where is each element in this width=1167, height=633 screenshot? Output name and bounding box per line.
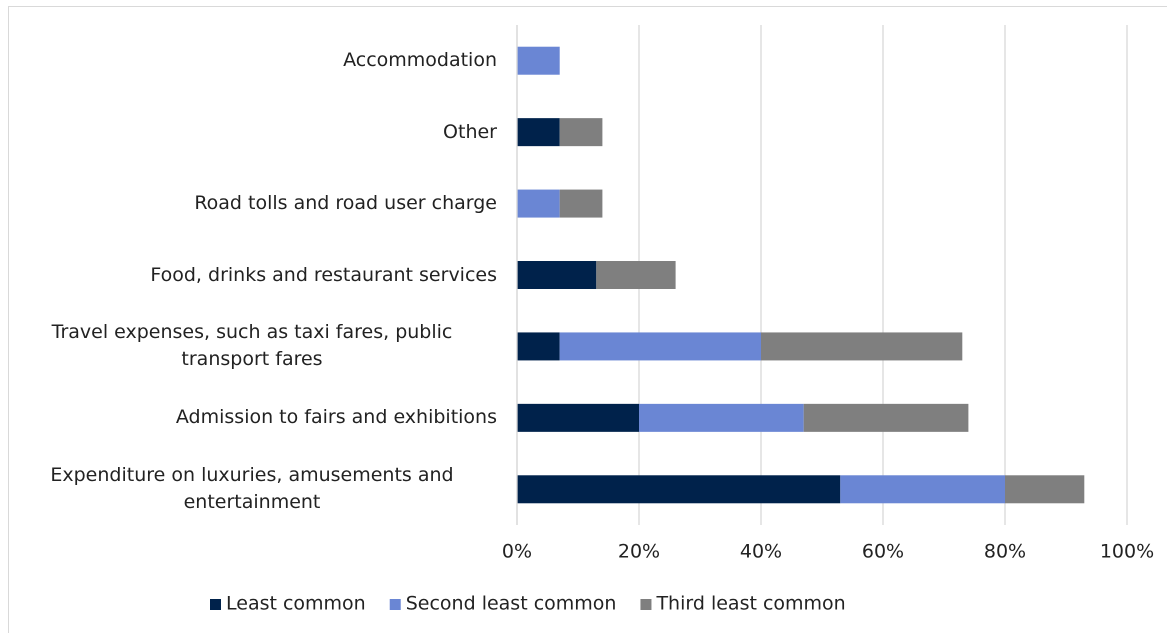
bar-segment [840,475,1005,504]
category-text: Accommodation [343,49,497,72]
bar-segment [517,475,841,504]
category-label: Travel expenses, such as taxi fares, pub… [7,311,497,381]
x-tick-label: 60% [862,541,904,563]
legend-swatch [640,599,652,610]
category-text: Food, drinks and restaurant services [150,263,497,286]
bar-segment [517,118,560,147]
bar-segment [517,403,639,432]
x-tick-label: 20% [618,541,660,563]
bar-segment [517,332,560,361]
x-tick-label: 0% [502,541,532,563]
bar-segment [517,46,560,75]
category-text: Road tolls and road user charge [194,192,497,215]
bar-segment [559,189,603,218]
category-label: Other [7,97,497,167]
chart-border [8,6,1167,633]
legend-label: Third least common [655,593,845,615]
bar-segment [559,332,761,361]
bar-segment [559,118,603,147]
legend-swatch [210,599,221,610]
bar-segment [803,403,969,432]
bar-segment [596,261,676,289]
bar-segment [761,332,963,361]
bar-segment [517,261,597,289]
category-text: Travel expenses, such as taxi fares, pub… [51,321,453,371]
category-text: Other [443,120,497,143]
category-text: Expenditure on luxuries, amusements and … [50,464,454,514]
category-label: Road tolls and road user charge [7,169,497,239]
bar-segment [1005,475,1085,504]
category-label: Accommodation [7,26,497,96]
bar-segment [639,403,804,432]
category-text: Admission to fairs and exhibitions [175,406,497,429]
legend-label: Least common [226,593,366,615]
legend-swatch [389,599,401,610]
x-tick-label: 40% [740,541,782,563]
category-label: Admission to fairs and exhibitions [7,383,497,453]
category-label: Food, drinks and restaurant services [7,240,497,310]
legend-label: Second least common [406,593,617,615]
bar-segment [517,189,560,218]
x-tick-label: 80% [984,541,1026,563]
x-tick-label: 100% [1100,541,1154,563]
category-label: Expenditure on luxuries, amusements and … [7,454,497,524]
